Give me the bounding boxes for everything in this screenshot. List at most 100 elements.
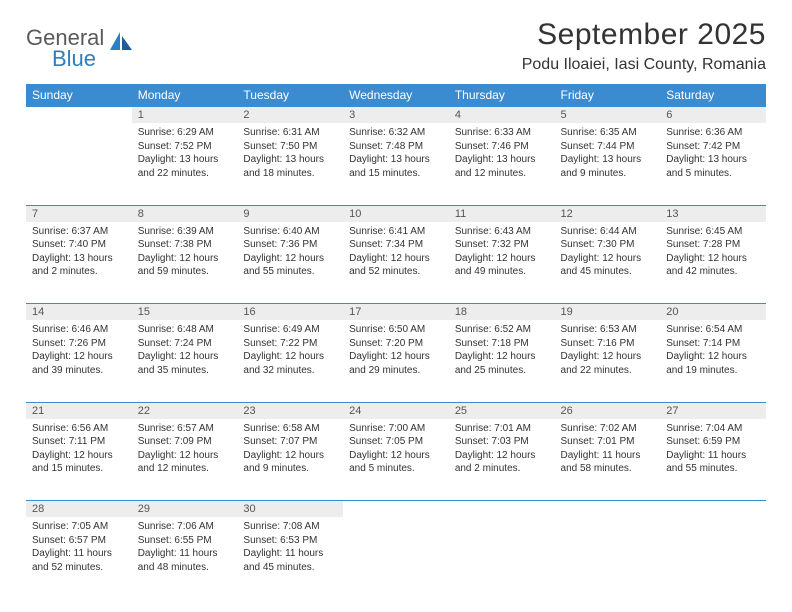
day-number-cell: 27	[660, 402, 766, 419]
daylight-text: and 18 minutes.	[243, 167, 337, 181]
day-cell: Sunrise: 6:56 AMSunset: 7:11 PMDaylight:…	[26, 419, 132, 501]
sunrise-text: Sunrise: 6:33 AM	[455, 126, 549, 140]
day-cell: Sunrise: 6:45 AMSunset: 7:28 PMDaylight:…	[660, 222, 766, 304]
title-block: September 2025 Podu Iloaiei, Iasi County…	[522, 18, 766, 74]
day-cell: Sunrise: 7:08 AMSunset: 6:53 PMDaylight:…	[237, 517, 343, 599]
day-cell: Sunrise: 6:33 AMSunset: 7:46 PMDaylight:…	[449, 123, 555, 205]
day-cell: Sunrise: 6:54 AMSunset: 7:14 PMDaylight:…	[660, 320, 766, 402]
daylight-text: Daylight: 13 hours	[455, 153, 549, 167]
day-cell: Sunrise: 6:57 AMSunset: 7:09 PMDaylight:…	[132, 419, 238, 501]
daylight-text: Daylight: 12 hours	[243, 252, 337, 266]
day-details: Sunrise: 6:52 AMSunset: 7:18 PMDaylight:…	[449, 320, 555, 381]
day-details: Sunrise: 6:29 AMSunset: 7:52 PMDaylight:…	[132, 123, 238, 184]
day-number-cell: 8	[132, 205, 238, 222]
daylight-text: and 48 minutes.	[138, 561, 232, 575]
day-number-cell: 26	[555, 402, 661, 419]
week-row: Sunrise: 7:05 AMSunset: 6:57 PMDaylight:…	[26, 517, 766, 599]
day-details: Sunrise: 7:00 AMSunset: 7:05 PMDaylight:…	[343, 419, 449, 480]
sunrise-text: Sunrise: 6:54 AM	[666, 323, 760, 337]
week-row: Sunrise: 6:56 AMSunset: 7:11 PMDaylight:…	[26, 419, 766, 501]
daylight-text: and 15 minutes.	[32, 462, 126, 476]
day-details: Sunrise: 6:41 AMSunset: 7:34 PMDaylight:…	[343, 222, 449, 283]
sunset-text: Sunset: 7:16 PM	[561, 337, 655, 351]
day-details: Sunrise: 6:39 AMSunset: 7:38 PMDaylight:…	[132, 222, 238, 283]
day-details: Sunrise: 7:06 AMSunset: 6:55 PMDaylight:…	[132, 517, 238, 578]
sunset-text: Sunset: 7:26 PM	[32, 337, 126, 351]
sunset-text: Sunset: 7:28 PM	[666, 238, 760, 252]
sunset-text: Sunset: 7:05 PM	[349, 435, 443, 449]
sunrise-text: Sunrise: 6:43 AM	[455, 225, 549, 239]
daylight-text: Daylight: 12 hours	[349, 449, 443, 463]
day-details: Sunrise: 6:58 AMSunset: 7:07 PMDaylight:…	[237, 419, 343, 480]
day-details: Sunrise: 7:02 AMSunset: 7:01 PMDaylight:…	[555, 419, 661, 480]
day-details: Sunrise: 6:36 AMSunset: 7:42 PMDaylight:…	[660, 123, 766, 184]
day-cell: Sunrise: 6:35 AMSunset: 7:44 PMDaylight:…	[555, 123, 661, 205]
sunset-text: Sunset: 6:55 PM	[138, 534, 232, 548]
day-cell: Sunrise: 6:40 AMSunset: 7:36 PMDaylight:…	[237, 222, 343, 304]
location-text: Podu Iloaiei, Iasi County, Romania	[522, 56, 766, 74]
week-row: Sunrise: 6:29 AMSunset: 7:52 PMDaylight:…	[26, 123, 766, 205]
sunset-text: Sunset: 7:42 PM	[666, 140, 760, 154]
daylight-text: Daylight: 11 hours	[561, 449, 655, 463]
sunset-text: Sunset: 7:01 PM	[561, 435, 655, 449]
day-number-cell: 11	[449, 205, 555, 222]
day-number-cell: 9	[237, 205, 343, 222]
sunrise-text: Sunrise: 6:39 AM	[138, 225, 232, 239]
day-cell: Sunrise: 6:44 AMSunset: 7:30 PMDaylight:…	[555, 222, 661, 304]
daylight-text: Daylight: 12 hours	[32, 449, 126, 463]
daylight-text: and 22 minutes.	[561, 364, 655, 378]
day-number-cell: 22	[132, 402, 238, 419]
day-details: Sunrise: 6:43 AMSunset: 7:32 PMDaylight:…	[449, 222, 555, 283]
day-number-cell: 4	[449, 107, 555, 124]
day-details: Sunrise: 6:53 AMSunset: 7:16 PMDaylight:…	[555, 320, 661, 381]
sunrise-text: Sunrise: 6:41 AM	[349, 225, 443, 239]
day-cell: Sunrise: 6:31 AMSunset: 7:50 PMDaylight:…	[237, 123, 343, 205]
daylight-text: and 52 minutes.	[32, 561, 126, 575]
sunrise-text: Sunrise: 7:00 AM	[349, 422, 443, 436]
day-cell: Sunrise: 7:01 AMSunset: 7:03 PMDaylight:…	[449, 419, 555, 501]
sunset-text: Sunset: 7:52 PM	[138, 140, 232, 154]
day-number-cell: 1	[132, 107, 238, 124]
weekday-header: Wednesday	[343, 84, 449, 107]
day-number-cell: 25	[449, 402, 555, 419]
day-cell	[343, 517, 449, 599]
day-details: Sunrise: 7:04 AMSunset: 6:59 PMDaylight:…	[660, 419, 766, 480]
day-cell: Sunrise: 6:37 AMSunset: 7:40 PMDaylight:…	[26, 222, 132, 304]
week-row: Sunrise: 6:46 AMSunset: 7:26 PMDaylight:…	[26, 320, 766, 402]
day-details: Sunrise: 6:37 AMSunset: 7:40 PMDaylight:…	[26, 222, 132, 283]
brand-text: General Blue	[26, 26, 104, 70]
day-details: Sunrise: 6:40 AMSunset: 7:36 PMDaylight:…	[237, 222, 343, 283]
sunset-text: Sunset: 7:11 PM	[32, 435, 126, 449]
sail-icon	[108, 30, 134, 52]
day-number-cell: 17	[343, 304, 449, 321]
daylight-text: and 19 minutes.	[666, 364, 760, 378]
day-details: Sunrise: 7:08 AMSunset: 6:53 PMDaylight:…	[237, 517, 343, 578]
day-number-cell: 12	[555, 205, 661, 222]
day-details: Sunrise: 6:49 AMSunset: 7:22 PMDaylight:…	[237, 320, 343, 381]
calendar-head: Sunday Monday Tuesday Wednesday Thursday…	[26, 84, 766, 107]
day-number-cell: 21	[26, 402, 132, 419]
day-cell: Sunrise: 6:58 AMSunset: 7:07 PMDaylight:…	[237, 419, 343, 501]
daylight-text: Daylight: 11 hours	[32, 547, 126, 561]
daylight-text: and 45 minutes.	[243, 561, 337, 575]
daylight-text: and 29 minutes.	[349, 364, 443, 378]
sunset-text: Sunset: 7:44 PM	[561, 140, 655, 154]
day-cell	[660, 517, 766, 599]
day-number-cell: 3	[343, 107, 449, 124]
day-number-cell	[343, 501, 449, 518]
weekday-header: Friday	[555, 84, 661, 107]
daylight-text: Daylight: 12 hours	[455, 449, 549, 463]
daylight-text: and 9 minutes.	[561, 167, 655, 181]
day-number-cell: 20	[660, 304, 766, 321]
day-cell	[449, 517, 555, 599]
day-details: Sunrise: 6:46 AMSunset: 7:26 PMDaylight:…	[26, 320, 132, 381]
day-cell	[26, 123, 132, 205]
daylight-text: and 15 minutes.	[349, 167, 443, 181]
daylight-text: Daylight: 12 hours	[561, 252, 655, 266]
daylight-text: Daylight: 13 hours	[138, 153, 232, 167]
daynum-row: 78910111213	[26, 205, 766, 222]
daylight-text: Daylight: 12 hours	[666, 252, 760, 266]
sunrise-text: Sunrise: 7:05 AM	[32, 520, 126, 534]
daylight-text: and 22 minutes.	[138, 167, 232, 181]
sunrise-text: Sunrise: 7:01 AM	[455, 422, 549, 436]
